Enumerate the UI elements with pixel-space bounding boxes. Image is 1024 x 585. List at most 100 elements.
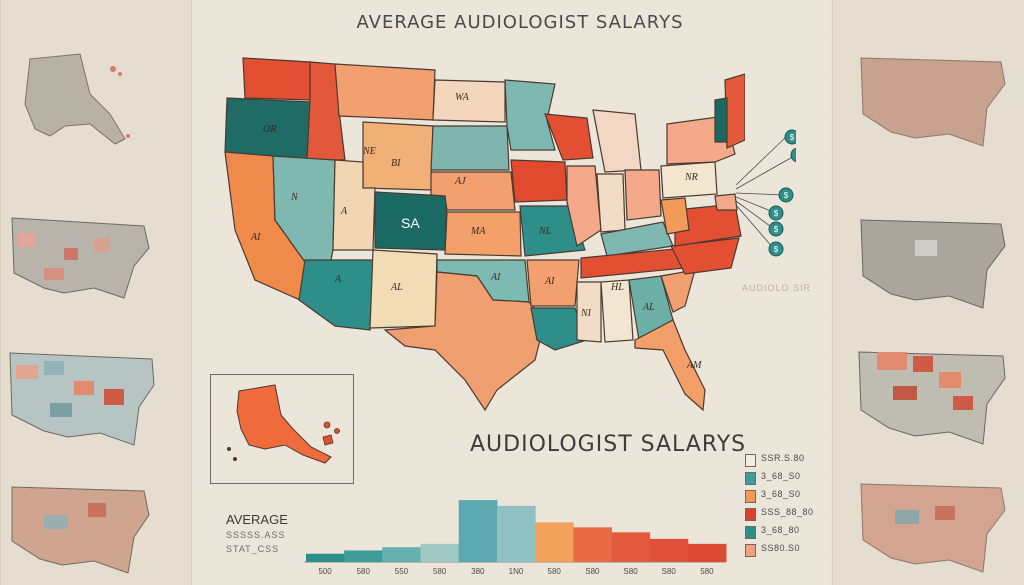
state-label-10: MA [470, 226, 486, 237]
state-florida[interactable] [634, 319, 706, 412]
state-north-dakota[interactable] [432, 79, 506, 123]
tick-label-9: S80 [623, 567, 638, 576]
legend-item: SSR.S.80 [745, 452, 830, 468]
state-nebraska[interactable] [430, 171, 516, 211]
state-alabama[interactable] [600, 279, 634, 343]
us-thumbnail-left-3[interactable] [4, 475, 154, 580]
state-label-3: BI [391, 158, 401, 169]
bar-11 [687, 543, 727, 562]
state-washington[interactable] [242, 57, 311, 101]
state-label-8: A [340, 206, 348, 217]
legend-item: 3_68_S0 [745, 470, 830, 486]
us-thumbnail-right-1[interactable] [855, 48, 1010, 153]
state-label-2: NE [362, 146, 376, 157]
state-label-9: AJ [454, 176, 466, 187]
bar-3 [382, 547, 422, 562]
legend-item: 3_68_S0 [745, 488, 830, 504]
average-summary: AVERAGE SSSSS.ASS STAT_CSS [220, 512, 310, 572]
salary-legend: SSR.S.80 3_68_S0 3_68_S0 SSS_88_80 3_68_80 SS… [745, 452, 830, 572]
watermark-text: AUDIOLO SIR [742, 283, 812, 293]
legend-swatch [745, 472, 756, 485]
us-thumbnail-right-2[interactable] [855, 210, 1010, 315]
us-thumbnail-left-1[interactable] [4, 208, 154, 308]
legend-item: SSS_88_80 [745, 506, 830, 522]
state-arizona[interactable] [298, 259, 374, 331]
state-label-4: A [334, 274, 342, 285]
state-label-13: AI [544, 276, 555, 287]
state-montana[interactable] [334, 63, 436, 121]
state-label-11: NL [538, 226, 552, 237]
state-maryland[interactable] [714, 193, 738, 211]
hawaii-shape[interactable] [322, 421, 340, 446]
highlight-state-label: SA [401, 215, 420, 231]
legend-label: SSS_88_80 [761, 507, 814, 517]
us-thumbnail-right-3[interactable] [853, 342, 1011, 452]
average-line-2: STAT_CSS [226, 544, 280, 554]
state-tennessee[interactable] [580, 247, 686, 279]
state-labels: OR NE BI A AL N AI SA A AJ MA NL AI AI N… [250, 92, 702, 371]
state-label-19: WA [455, 92, 470, 103]
state-vermont[interactable] [714, 97, 728, 143]
bar-1 [306, 553, 345, 562]
tick-label-11: 580 [700, 567, 714, 576]
tick-label-3: 550 [395, 567, 409, 576]
state-kansas[interactable] [444, 211, 522, 257]
state-virginia[interactable] [674, 203, 742, 247]
bar-9 [611, 532, 651, 562]
tick-label-7: 580 [548, 567, 562, 576]
alaska-thumbnail[interactable] [10, 44, 135, 159]
tick-label-4: 580 [433, 567, 447, 576]
salary-callouts: $ $ $ $ $ $ [736, 129, 796, 257]
legend-label: SS80.S0 [761, 543, 801, 553]
state-missouri[interactable] [519, 205, 586, 257]
alaska-shape[interactable] [236, 384, 332, 464]
bar-2 [344, 550, 383, 562]
state-label-18: AM [686, 360, 702, 371]
legend-item: SS80.S0 [745, 542, 830, 558]
salary-distribution-chart: 500 580 550 580 380 1N0 580 S80 S80 S80 580 [304, 500, 727, 576]
bar-10 [649, 538, 689, 562]
legend-label: 3_68_S0 [761, 471, 801, 481]
state-south-dakota[interactable] [430, 125, 510, 171]
state-new-mexico[interactable] [369, 249, 438, 329]
callout-4: $ [774, 209, 779, 218]
state-michigan[interactable] [592, 109, 642, 173]
us-salary-map[interactable]: OR NE BI A AL N AI SA A AJ MA NL AI AI N… [215, 50, 745, 420]
legend-swatch [745, 454, 756, 467]
state-arkansas[interactable] [526, 259, 580, 307]
callout-3: $ [784, 191, 789, 200]
state-minnesota[interactable] [504, 79, 556, 151]
state-label-14: NI [580, 308, 592, 319]
state-west-virginia[interactable] [660, 197, 690, 235]
state-label-7: AI [250, 232, 261, 243]
state-label-5: AL [390, 282, 403, 293]
state-mississippi[interactable] [576, 281, 602, 343]
state-label-12: AI [490, 272, 501, 283]
alaska-hawaii-inset[interactable] [210, 374, 354, 484]
state-illinois[interactable] [566, 165, 602, 247]
us-thumbnail-left-2[interactable] [4, 345, 159, 455]
state-ohio[interactable] [624, 169, 662, 221]
legend-label: 3_68_S0 [761, 489, 801, 499]
state-north-carolina[interactable] [670, 237, 740, 275]
state-utah[interactable] [332, 159, 376, 251]
average-title: AVERAGE [226, 512, 288, 527]
state-wisconsin[interactable] [544, 113, 594, 161]
bar-4 [420, 543, 460, 562]
tick-label-5: 380 [471, 567, 485, 576]
legend-label: 3_68_80 [761, 525, 800, 535]
state-louisiana[interactable] [530, 307, 588, 351]
callout-6: $ [774, 245, 779, 254]
bar-7 [535, 522, 574, 562]
legend-item: 3_68_80 [745, 524, 830, 540]
bar-6 [496, 505, 536, 562]
page-title: AVERAGE AUDIOLOGIST SALARYS [356, 12, 684, 33]
tick-label-6: 1N0 [509, 567, 524, 576]
state-iowa[interactable] [510, 159, 568, 203]
us-thumbnail-right-4[interactable] [855, 474, 1010, 579]
map-subtitle: AUDIOLOGIST SALARYS [470, 432, 747, 457]
state-indiana[interactable] [596, 173, 626, 233]
state-label-15: HL [610, 282, 624, 293]
state-label-6: N [290, 192, 299, 203]
state-texas[interactable] [383, 271, 546, 412]
